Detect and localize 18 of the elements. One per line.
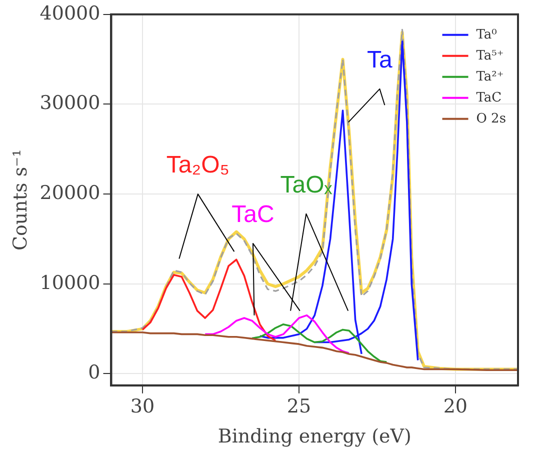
- x-tick-label: 25: [286, 396, 312, 418]
- legend-label: O 2s: [476, 111, 506, 126]
- annotation: Ta₂O₅: [166, 152, 230, 179]
- y-tick-label: 20000: [40, 182, 100, 204]
- x-tick-label: 20: [443, 396, 468, 418]
- y-axis-title: Counts s⁻¹: [9, 149, 32, 251]
- annotation: Ta: [367, 46, 394, 74]
- x-tick-label: 30: [130, 396, 155, 418]
- legend-label: Ta⁵⁺: [476, 48, 504, 64]
- legend-label: Ta²⁺: [476, 69, 504, 84]
- legend-label: Ta⁰: [476, 27, 497, 42]
- y-tick-label: 30000: [40, 92, 100, 114]
- legend-label: TaC: [476, 90, 502, 106]
- x-axis-title: Binding energy (eV): [218, 426, 412, 448]
- y-tick-label: 0: [88, 362, 100, 384]
- annotation: TaC: [232, 201, 274, 228]
- y-tick-label: 10000: [40, 272, 100, 294]
- y-tick-label: 40000: [40, 2, 100, 24]
